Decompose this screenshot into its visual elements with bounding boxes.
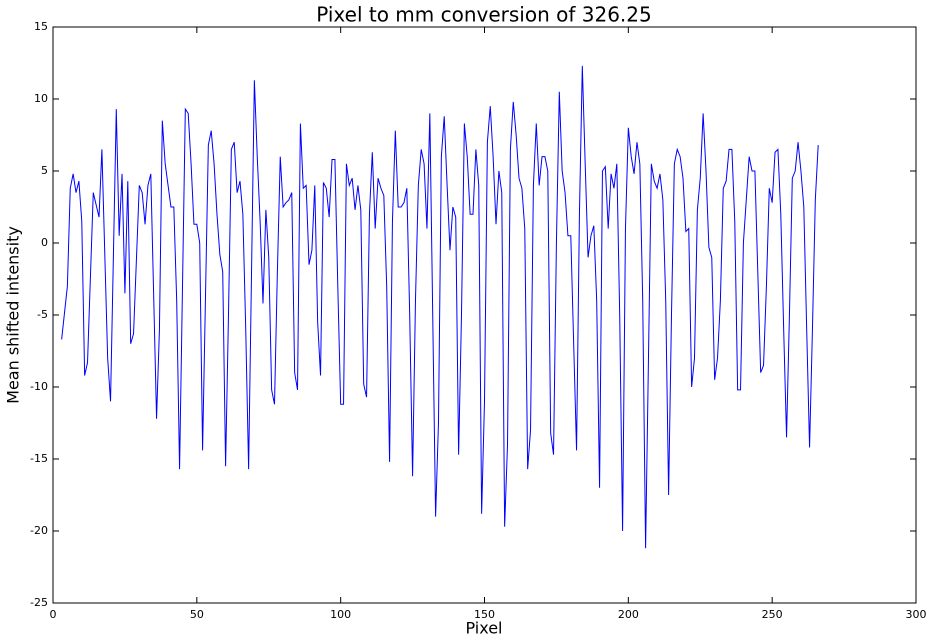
x-tick-label: 50	[190, 608, 204, 621]
x-tick-label: 0	[50, 608, 57, 621]
y-tick-label: -25	[30, 596, 48, 609]
x-tick-label: 300	[906, 608, 927, 621]
x-axis-label: Pixel	[465, 619, 502, 638]
data-line	[61, 65, 819, 549]
x-tick-label: 150	[474, 608, 495, 621]
y-tick-label: 0	[41, 236, 48, 249]
y-tick-label: -20	[30, 524, 48, 537]
y-tick-label: 10	[34, 92, 48, 105]
x-tick-label: 250	[762, 608, 783, 621]
x-tick-label: 100	[330, 608, 351, 621]
chart-title: Pixel to mm conversion of 326.25	[316, 3, 652, 27]
y-tick-label: -10	[30, 380, 48, 393]
y-tick-label: 5	[41, 164, 48, 177]
y-tick-label: -15	[30, 452, 48, 465]
y-tick-label: 15	[34, 20, 48, 33]
x-tick-label: 200	[618, 608, 639, 621]
plot-frame	[52, 26, 917, 604]
y-tick-label: -5	[37, 308, 48, 321]
y-axis-label: Mean shifted intensity	[4, 226, 23, 404]
